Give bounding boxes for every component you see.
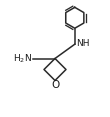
Text: NH: NH xyxy=(76,39,90,48)
Text: O: O xyxy=(51,80,59,90)
Text: $\mathregular{H_2N}$: $\mathregular{H_2N}$ xyxy=(13,52,32,65)
